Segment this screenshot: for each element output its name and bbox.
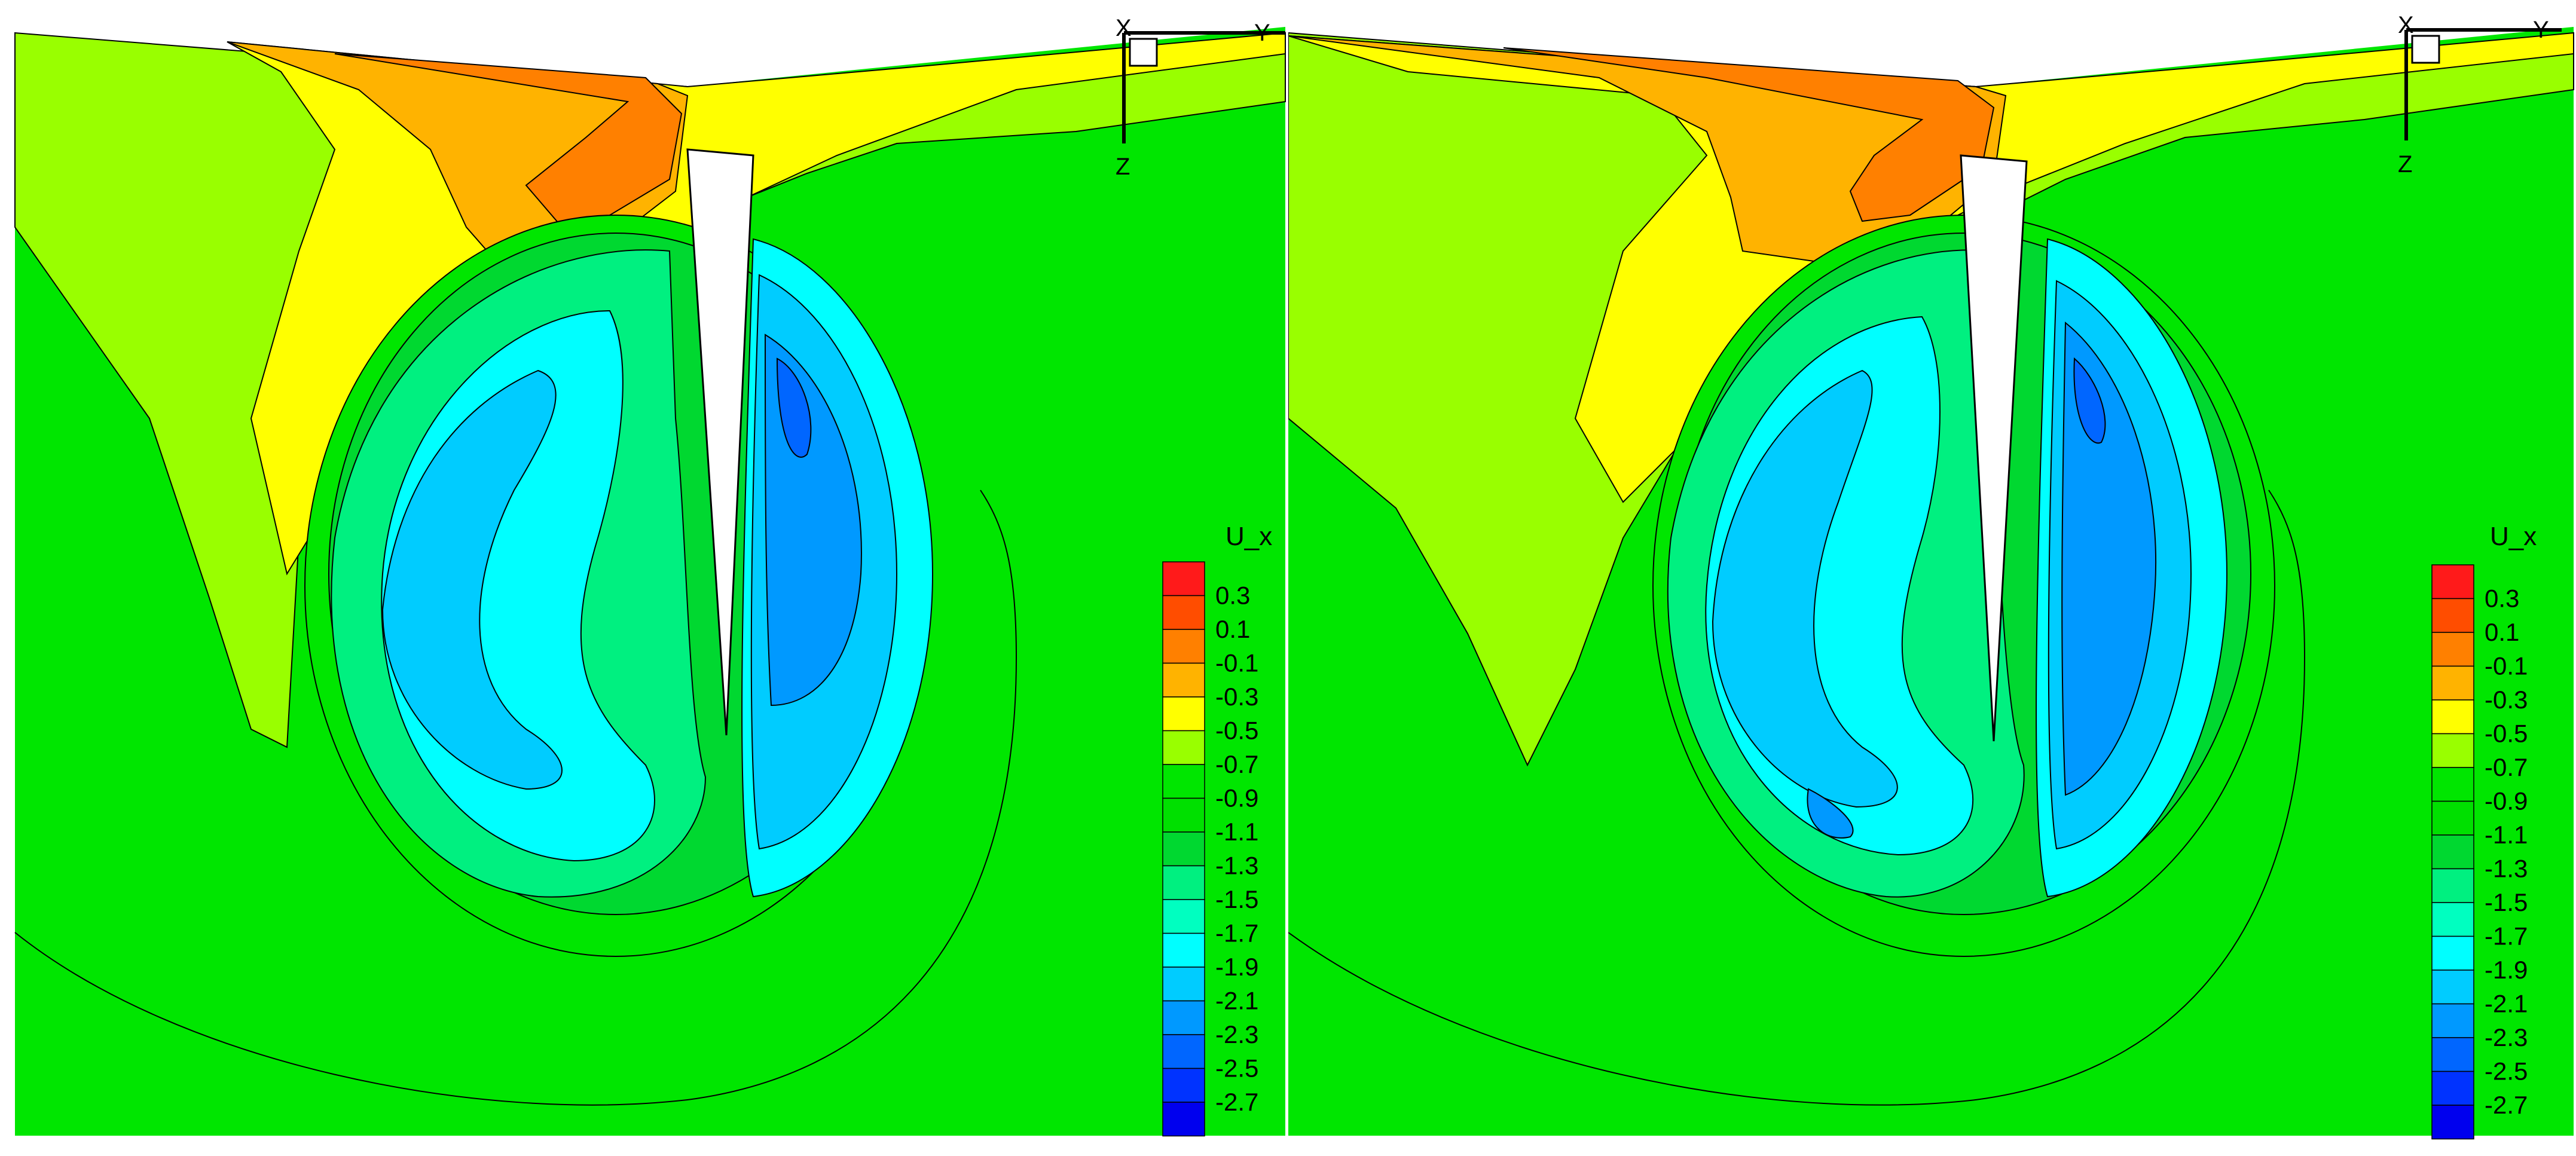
legend-tick-label: -0.9: [2485, 787, 2528, 815]
legend-tick-label: 0.1: [1215, 615, 1250, 643]
legend-swatch: [1162, 561, 1205, 597]
legend-tick-label: -2.5: [1215, 1054, 1258, 1082]
vortex-right-lobe-core: [2061, 321, 2157, 796]
legend-swatch: [2431, 935, 2474, 971]
legend-tick-label: -0.7: [1215, 750, 1258, 778]
legend-swatch: [1162, 899, 1205, 934]
legend-swatch: [2431, 665, 2474, 701]
vortex-left-lobe-core: [381, 369, 563, 790]
vortex-right-lobe-darkcore: [2073, 357, 2106, 444]
legend-tick-label: -2.1: [2485, 990, 2528, 1018]
legend-swatch: [1162, 797, 1205, 833]
legend-swatch: [2431, 868, 2474, 903]
legend-swatch: [2431, 632, 2474, 667]
legend-tick-label: -2.5: [2485, 1057, 2528, 1085]
legend-tick-label: -0.3: [2485, 686, 2528, 714]
contour-arc-outer: [1288, 490, 2306, 1106]
legend-swatch: [1162, 730, 1205, 765]
axis-label-z: Z: [1116, 154, 1130, 180]
axis-label-x: X: [1116, 15, 1132, 41]
legend-tick-label: -0.7: [2485, 753, 2528, 781]
legend-tick-label: -1.3: [1215, 852, 1258, 880]
legend-tick-label: -0.5: [1215, 717, 1258, 745]
legend-swatch: [1162, 1000, 1205, 1035]
axis-label-z: Z: [2398, 151, 2412, 178]
vortex-right-lobe-darkcore: [776, 357, 812, 458]
contour-plot-left: X Y Z U_x 0.3 0.1 -0.1 -0.3 -0.5 -0.7 -0.9 -1.1 -…: [14, 15, 1286, 1137]
legend-swatch: [1162, 696, 1205, 732]
legend-tick-label: -2.7: [1215, 1088, 1258, 1116]
legend-tick-label: -1.5: [1215, 885, 1258, 913]
contour-plot-right: X Y Z U_x 0.3 0.1 -0.1 -0.3 -0.5 -0.7 -0.9 -1.1 -…: [1288, 12, 2574, 1140]
axes-triad: X Y Z: [1116, 15, 1285, 180]
legend-tick-label: 0.3: [1215, 582, 1250, 610]
legend-swatch: [2431, 970, 2474, 1005]
axis-label-y: Y: [1254, 20, 1270, 46]
axis-label-x: X: [2398, 12, 2414, 38]
legend-title: U_x: [2490, 522, 2537, 551]
legend-tick-label: -2.3: [1215, 1020, 1258, 1048]
legend-tick-label: -1.9: [1215, 953, 1258, 981]
legend-swatch: [1162, 865, 1205, 900]
vortex-left-lobe-core: [1712, 369, 1898, 808]
blade-section: [686, 148, 754, 736]
legend-swatch: [2431, 733, 2474, 768]
blade-section: [1960, 154, 2028, 742]
legend-tick-label: -1.1: [2485, 821, 2528, 849]
legend-tick-label: -1.5: [2485, 888, 2528, 916]
axis-label-y: Y: [2533, 17, 2549, 43]
legend-tick-label: -0.1: [1215, 649, 1258, 677]
legend-swatch: [2431, 598, 2474, 633]
legend-title: U_x: [1226, 522, 1272, 551]
legend-swatch: [2431, 767, 2474, 802]
legend-tick-label: -2.7: [2485, 1091, 2528, 1119]
legend-swatch: [2431, 834, 2474, 870]
legend-tick-label: -1.7: [2485, 922, 2528, 950]
legend-swatch: [2431, 564, 2474, 600]
legend-swatch: [2431, 800, 2474, 836]
legend-swatch: [1162, 1034, 1205, 1069]
legend-swatch: [2431, 1003, 2474, 1038]
legend-tick-label: -0.1: [2485, 652, 2528, 680]
vortex-left-lobe-darkcore: [1807, 788, 1854, 839]
contour-arc-outer: [14, 490, 1017, 1106]
legend-swatch: [2431, 699, 2474, 735]
legend-swatch: [1162, 595, 1205, 630]
colorbar-legend: U_x 0.3 0.1 -0.1 -0.3 -0.5 -0.7 -0.9 -1.1 -1.3 -1.…: [1162, 522, 1272, 1137]
legend-tick-label: -2.3: [2485, 1023, 2528, 1051]
contour-band-red-orange: [1503, 47, 1995, 222]
contour-panel-left: X Y Z U_x 0.3 0.1 -0.1 -0.3 -0.5 -0.7 -0.9 -1.1 -…: [14, 15, 1286, 1137]
legend-swatch: [2431, 902, 2474, 937]
legend-swatch: [1162, 1068, 1205, 1103]
legend-tick-label: -1.9: [2485, 956, 2528, 984]
legend-swatch: [2431, 1037, 2474, 1072]
axes-triad: X Y Z: [2398, 12, 2562, 178]
legend-tick-label: -1.1: [1215, 818, 1258, 846]
legend-swatch: [1162, 831, 1205, 867]
legend-swatch: [1162, 662, 1205, 698]
legend-tick-label: -0.3: [1215, 683, 1258, 711]
colorbar-legend: U_x 0.3 0.1 -0.1 -0.3 -0.5 -0.7 -0.9 -1.1 -1.3 -1.…: [2431, 522, 2537, 1140]
legend-swatch: [2431, 1105, 2474, 1140]
legend-tick-label: -0.9: [1215, 784, 1258, 812]
legend-swatch: [2431, 1071, 2474, 1106]
contour-panel-right: X Y Z U_x 0.3 0.1 -0.1 -0.3 -0.5 -0.7 -0.9 -1.1 -…: [1288, 0, 2576, 1156]
legend-tick-label: -2.1: [1215, 987, 1258, 1015]
legend-swatch: [1162, 932, 1205, 968]
legend-swatch: [1162, 764, 1205, 799]
legend-swatch: [1162, 629, 1205, 664]
legend-tick-label: 0.3: [2485, 585, 2519, 613]
legend-tick-label: -1.3: [2485, 855, 2528, 883]
legend-swatch: [1162, 967, 1205, 1002]
legend-tick-label: 0.1: [2485, 618, 2519, 646]
legend-tick-label: -1.7: [1215, 919, 1258, 947]
legend-swatch: [1162, 1102, 1205, 1137]
legend-tick-label: -0.5: [2485, 720, 2528, 748]
